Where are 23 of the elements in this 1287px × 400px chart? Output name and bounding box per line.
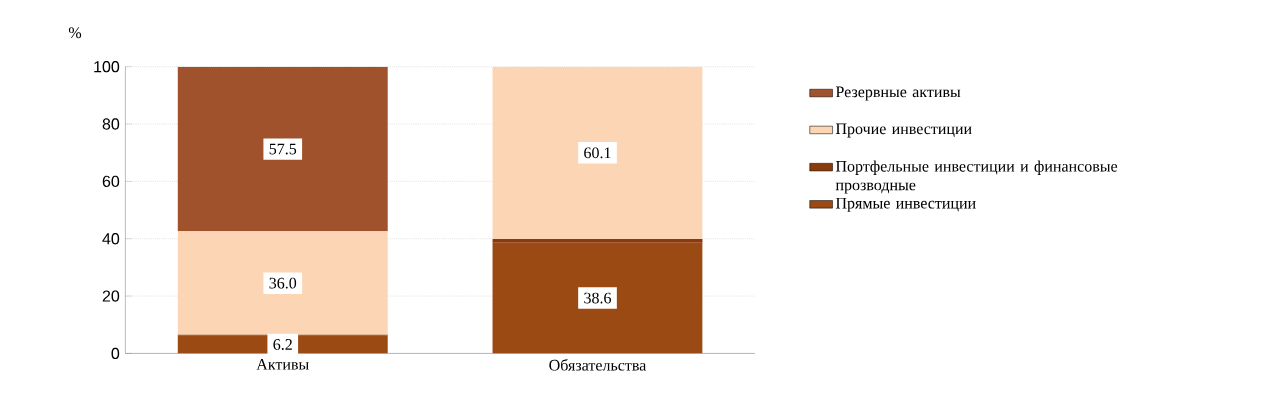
legend-label: Прочие инвестиции [835,123,972,138]
y-tick-label: 0 [111,347,120,360]
y-axis-title: % [68,27,82,39]
y-tick-label: 20 [102,290,120,302]
y-tick-label: 100 [94,60,120,73]
y-tick-label: 60 [102,175,120,187]
data-label: 6.2 [273,339,292,350]
x-tick-label: Активы [256,358,309,370]
data-label: 38.6 [584,292,612,304]
legend-label: Портфельные инвестиции и финансовые прозводные [835,160,1118,194]
x-tick-label: Обязательства [549,358,647,371]
legend-label: Прямые инвестиции [835,197,976,212]
data-label: 36.0 [269,277,297,289]
data-label: 60.1 [584,147,611,159]
y-tick-label: 80 [102,118,120,130]
y-tick-label: 40 [102,233,120,245]
bar [492,238,703,243]
bar [177,231,388,335]
bar [492,66,703,239]
bar [492,242,703,354]
bar [177,66,388,232]
legend-label: Резервные активы [835,86,961,101]
data-label: 57.5 [269,143,297,155]
